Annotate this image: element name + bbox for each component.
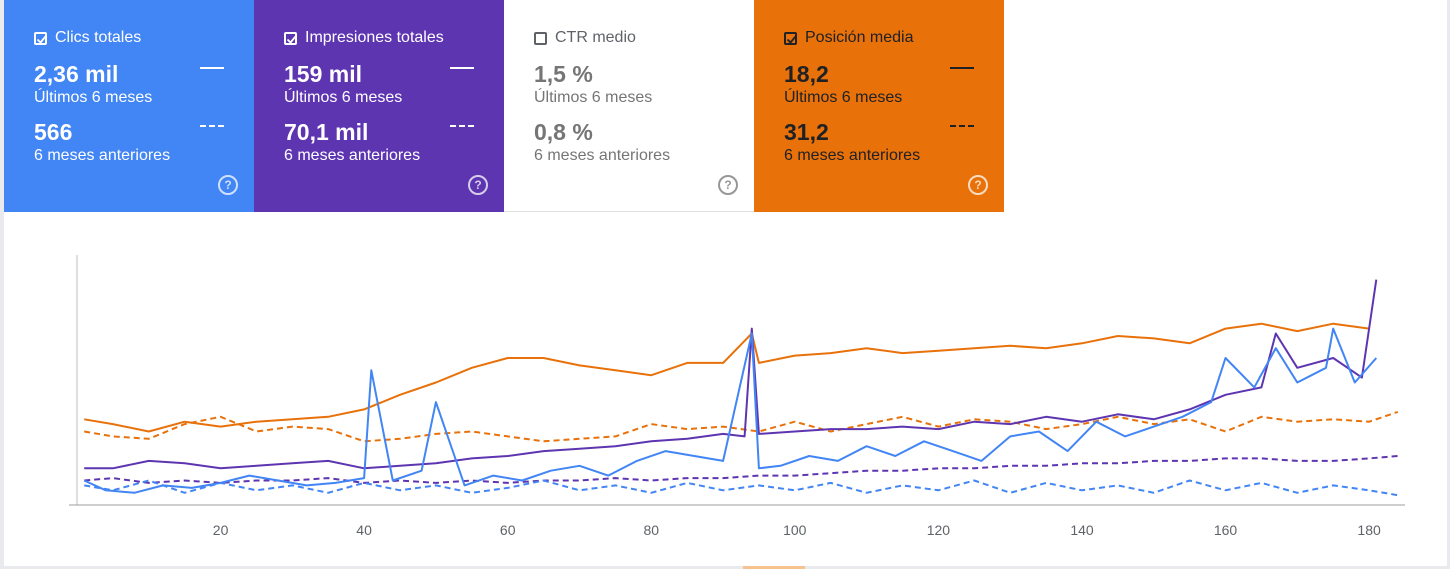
clicks-recent-line[interactable]: [83, 327, 1378, 494]
checkbox-checked-icon[interactable]: [34, 31, 47, 45]
x-tick-label: 180: [1357, 522, 1381, 538]
label-previous: 6 meses anteriores: [284, 147, 421, 164]
card-total-impressions[interactable]: Impresiones totales 159 mil Últimos 6 me…: [254, 0, 504, 212]
value-previous: 31,2: [784, 119, 829, 145]
position-recent-line[interactable]: [84, 322, 1370, 433]
x-tick-label: 60: [500, 522, 516, 538]
value-recent: 2,36 mil: [34, 61, 119, 87]
impressions-recent-line[interactable]: [84, 279, 1378, 470]
checkbox-checked-icon[interactable]: [284, 31, 297, 45]
card-header[interactable]: CTR medio: [534, 29, 636, 47]
card-title: Impresiones totales: [305, 29, 444, 46]
card-average-ctr[interactable]: CTR medio 1,5 % Últimos 6 meses 0,8 % 6 …: [504, 0, 754, 212]
metric-cards: Clics totales 2,36 mil Últimos 6 meses 5…: [4, 0, 1004, 212]
impressions-previous-line[interactable]: [84, 455, 1398, 484]
label-recent: Últimos 6 meses: [284, 89, 403, 106]
x-tick-label: 20: [213, 522, 229, 538]
value-previous: 0,8 %: [534, 119, 593, 145]
card-average-position[interactable]: Posición media 18,2 Últimos 6 meses 31,2…: [754, 0, 1004, 212]
checkbox-unchecked-icon[interactable]: [534, 31, 547, 45]
x-tick-label: 120: [927, 522, 951, 538]
help-icon[interactable]: ?: [718, 175, 738, 195]
x-tick-label: 80: [644, 522, 660, 538]
x-tick-label: 100: [783, 522, 807, 538]
dashed-line-legend-icon: [200, 125, 224, 127]
label-previous: 6 meses anteriores: [784, 147, 921, 164]
card-header[interactable]: Posición media: [784, 29, 914, 47]
label-previous: 6 meses anteriores: [534, 147, 671, 164]
position-previous-line[interactable]: [84, 410, 1399, 443]
help-icon[interactable]: ?: [218, 175, 238, 195]
label-previous: 6 meses anteriores: [34, 147, 171, 164]
card-header[interactable]: Impresiones totales: [284, 29, 444, 47]
dashed-line-legend-icon: [450, 125, 474, 127]
card-title: Posición media: [805, 29, 914, 46]
solid-line-legend-icon: [200, 67, 224, 69]
clicks-previous-line[interactable]: [84, 479, 1398, 497]
x-tick-label: 160: [1214, 522, 1238, 538]
performance-line-chart[interactable]: 20 40 60 80 100 120 140 160 180: [0, 230, 1450, 560]
card-title: CTR medio: [555, 29, 636, 46]
value-recent: 1,5 %: [534, 61, 593, 87]
label-recent: Últimos 6 meses: [534, 89, 653, 106]
label-recent: Últimos 6 meses: [784, 89, 903, 106]
dashed-line-legend-icon: [950, 125, 974, 127]
value-recent: 159 mil: [284, 61, 362, 87]
value-previous: 70,1 mil: [284, 119, 369, 145]
series-layer: [83, 279, 1399, 497]
label-recent: Últimos 6 meses: [34, 89, 153, 106]
x-tick-label: 40: [356, 522, 372, 538]
solid-line-legend-icon: [950, 67, 974, 69]
solid-line-legend-icon: [450, 67, 474, 69]
value-previous: 566: [34, 119, 73, 145]
value-recent: 18,2: [784, 61, 829, 87]
help-icon[interactable]: ?: [968, 175, 988, 195]
checkbox-checked-icon[interactable]: [784, 31, 797, 45]
card-header[interactable]: Clics totales: [34, 29, 141, 47]
x-tick-label: 140: [1070, 522, 1094, 538]
card-title: Clics totales: [55, 29, 142, 46]
scroll-indicator: [743, 566, 805, 569]
card-total-clicks[interactable]: Clics totales 2,36 mil Últimos 6 meses 5…: [4, 0, 254, 212]
x-axis-ticks: 20 40 60 80 100 120 140 160 180: [213, 522, 1381, 538]
help-icon[interactable]: ?: [468, 175, 488, 195]
